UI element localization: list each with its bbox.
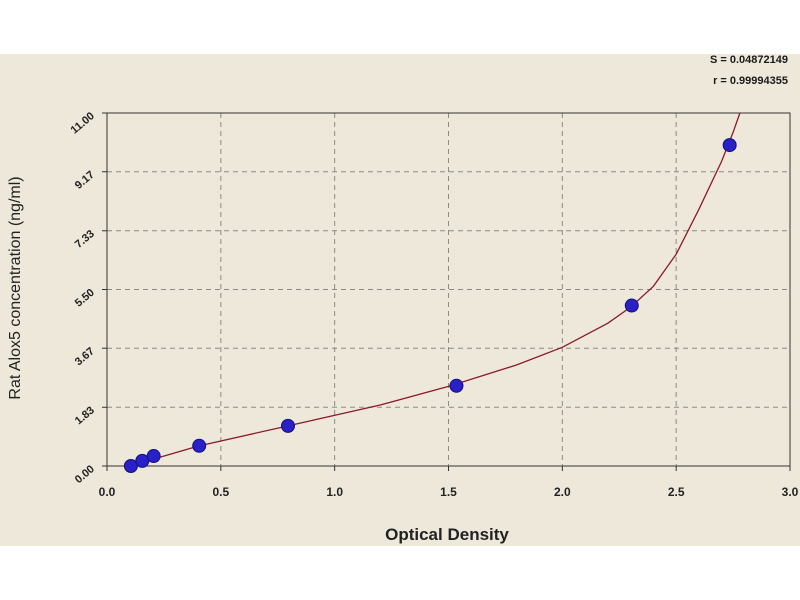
fit-curve — [129, 112, 741, 467]
data-point — [624, 298, 639, 313]
x-tick-label: 0.5 — [212, 485, 229, 499]
data-point — [146, 449, 161, 464]
y-tick-label: 11.00 — [69, 110, 97, 136]
x-axis-label: Optical Density — [385, 525, 509, 544]
data-point — [192, 438, 207, 453]
y-axis-ticks: 0.00 1.83 3.67 5.50 7.33 9.17 11.00 — [69, 110, 107, 486]
data-point — [123, 459, 138, 473]
data-points — [123, 138, 737, 473]
x-tick-label: 0.0 — [99, 485, 116, 499]
x-tick-label: 1.5 — [440, 485, 457, 499]
y-tick-label: 1.83 — [73, 404, 97, 427]
data-point — [449, 378, 464, 393]
x-tick-label: 2.0 — [554, 485, 571, 499]
y-tick-label: 5.50 — [73, 287, 97, 310]
x-tick-label: 1.0 — [326, 485, 343, 499]
r-statistic: r = 0.99994355 — [713, 75, 788, 87]
x-tick-label: 2.5 — [668, 485, 685, 499]
x-axis-ticks: 0.0 0.5 1.0 1.5 2.0 2.5 3.0 — [99, 466, 799, 499]
gridlines — [107, 113, 790, 466]
x-tick-label: 3.0 — [782, 485, 799, 499]
y-tick-label: 3.67 — [73, 345, 97, 368]
data-point — [722, 138, 737, 153]
s-statistic: S = 0.04872149 — [710, 54, 788, 66]
y-tick-label: 0.00 — [73, 463, 97, 486]
data-point — [280, 418, 295, 433]
y-tick-label: 9.17 — [73, 169, 97, 192]
y-axis-label: Rat Alox5 concentration (ng/ml) — [7, 176, 24, 399]
y-tick-label: 7.33 — [73, 228, 97, 251]
